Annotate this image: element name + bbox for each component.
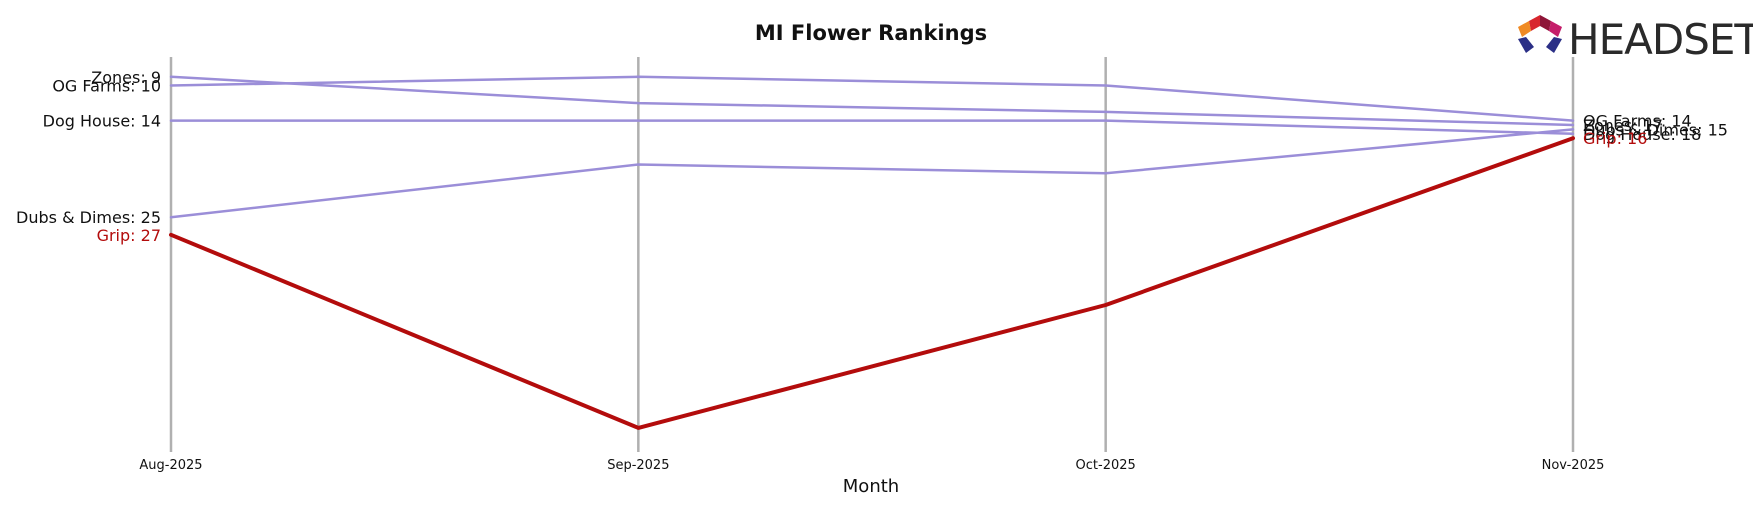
end-label-zones: Zones: 17 <box>1583 116 1663 135</box>
x-tick-labels: Aug-2025 Sep-2025 Oct-2025 Nov-2025 <box>139 458 1604 473</box>
series-lines <box>169 75 1575 430</box>
series-line-grip <box>169 136 1575 430</box>
start-label-og-farms: OG Farms: 10 <box>52 77 161 96</box>
x-tick-label: Aug-2025 <box>139 458 202 473</box>
series-line-zones <box>169 75 1575 127</box>
start-label-dubs-dimes: Dubs & Dimes: 25 <box>16 208 161 227</box>
headset-logo: HEADSET <box>1518 15 1753 64</box>
logo-mark-icon <box>1518 15 1562 53</box>
x-tick-label: Nov-2025 <box>1542 458 1605 473</box>
end-label-og-farms: OG Farms: 14 <box>1583 112 1692 131</box>
series-line-og-farms <box>169 75 1575 122</box>
series-line-dubs-dimes <box>169 128 1575 219</box>
x-axis-label: Month <box>843 476 899 497</box>
series-line-dog-house <box>169 119 1575 136</box>
logo-text: HEADSET <box>1568 15 1753 64</box>
x-tick-label: Oct-2025 <box>1076 458 1136 473</box>
x-axis-lines <box>169 57 1575 452</box>
chart-title: MI Flower Rankings <box>755 21 987 45</box>
series-labels: Zones: 9 Zones: 17 OG Farms: 10 OG Farms: 1… <box>16 68 1728 245</box>
x-tick-label: Sep-2025 <box>607 458 669 473</box>
start-label-dog-house: Dog House: 14 <box>43 112 161 131</box>
start-label-grip: Grip: 27 <box>97 226 161 245</box>
end-label-dubs-dimes: Dubs & Dimes: 15 <box>1583 120 1728 139</box>
end-label-grip: Grip: 16 <box>1583 129 1647 148</box>
start-label-zones: Zones: 9 <box>91 68 161 87</box>
end-label-dog-house: Dog House: 18 <box>1583 125 1701 144</box>
